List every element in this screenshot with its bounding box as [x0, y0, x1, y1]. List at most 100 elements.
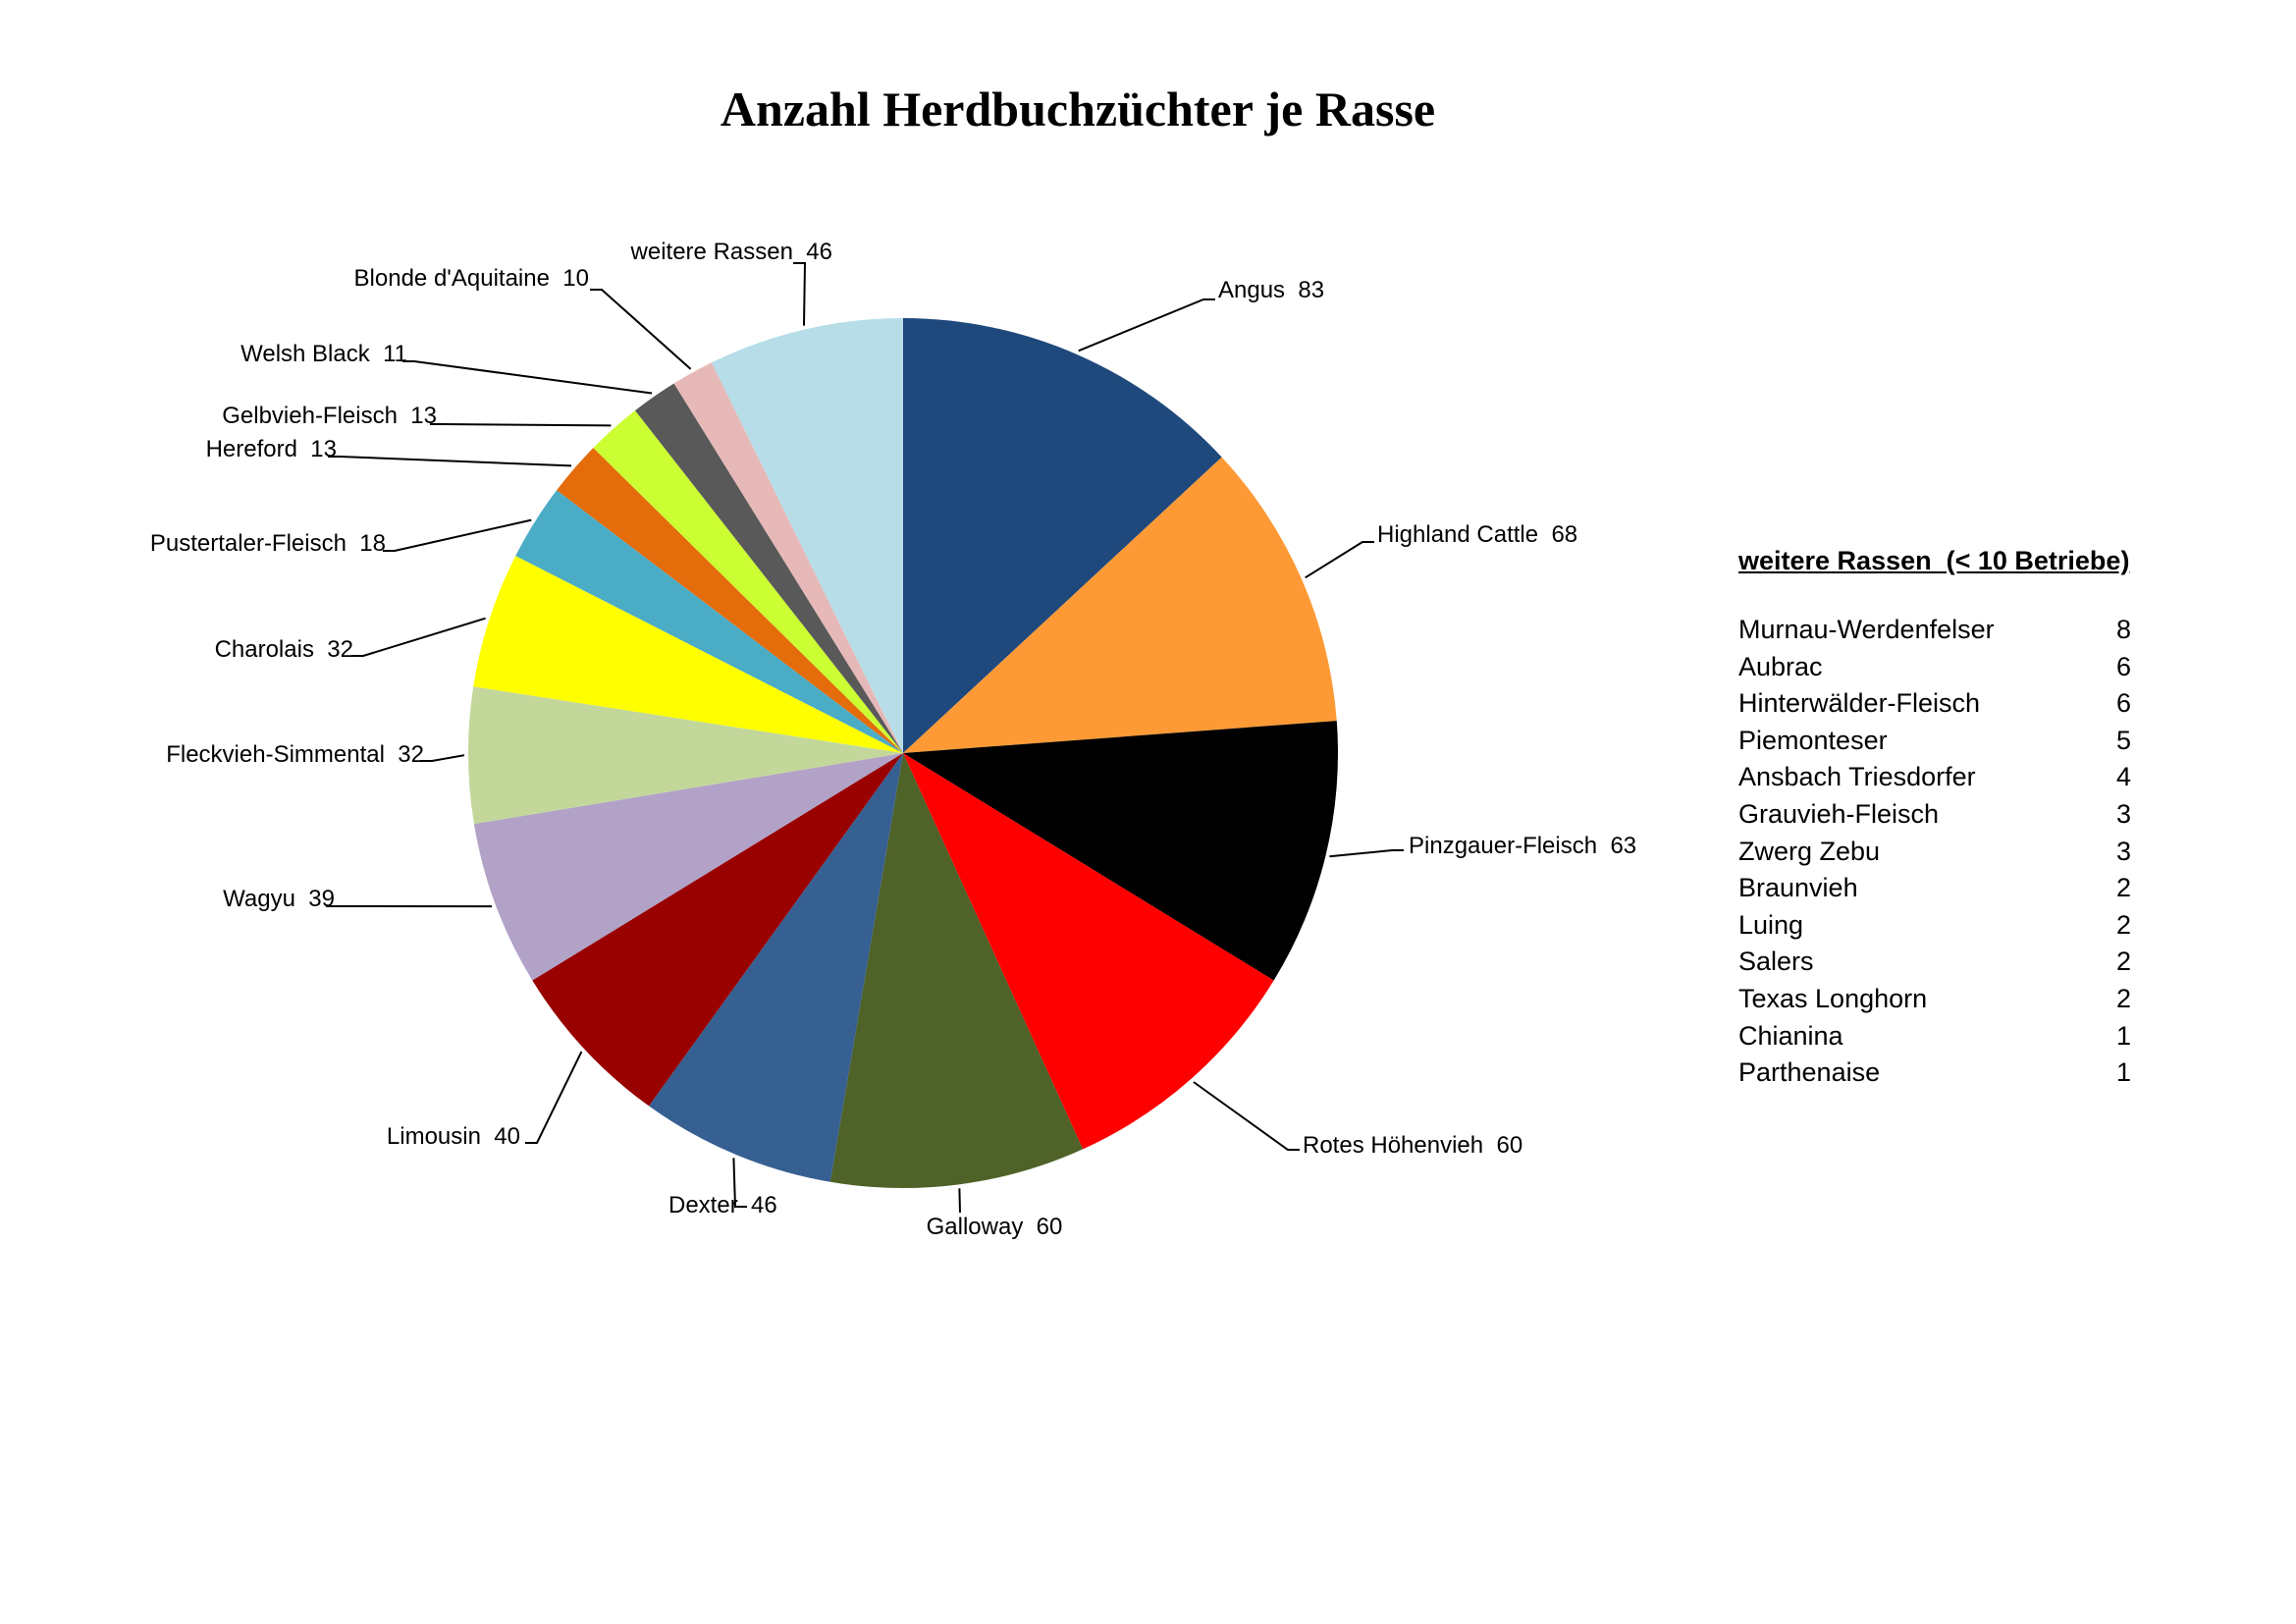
other-breed-label: Hinterwälder-Fleisch: [1738, 688, 1981, 719]
pie-slice: [673, 362, 903, 753]
leader-line: [402, 360, 653, 395]
other-breeds-rows: Murnau-Werdenfelser 8 Aubrac 6 Hinterwälder-…: [1738, 612, 2131, 1092]
slice-label-value: 10: [562, 265, 589, 292]
other-breed-label: Texas Longhorn: [1738, 983, 1928, 1013]
slice-label-value: 13: [310, 436, 337, 462]
slice-label-name: Welsh Black: [240, 341, 371, 367]
slice-label-gap: [1285, 277, 1298, 303]
slice-label-name: Highland Cattle: [1377, 521, 1538, 548]
slice-label-gap: [314, 636, 327, 663]
other-breeds-table: weitere Rassen (< 10 Betriebe) Murnau-We…: [1738, 546, 2131, 1092]
slice-label-value: 68: [1551, 521, 1577, 548]
leader-line: [590, 289, 692, 370]
slice-label-gap: [1538, 521, 1551, 548]
slice-label-value: 40: [494, 1123, 520, 1150]
other-breed-value: 1: [2115, 1057, 2131, 1088]
pie-slice: [557, 448, 903, 753]
slice-label-value: 11: [383, 341, 407, 367]
slice-label-name: Charolais: [215, 636, 314, 663]
other-breed-label: Aubrac: [1738, 651, 1823, 681]
slice-label-gap: [347, 530, 359, 557]
other-breed-row: Texas Longhorn 2: [1738, 981, 2131, 1018]
leader-line: [420, 754, 465, 762]
slice-label-gap: [793, 239, 806, 265]
slice-label: Wagyu 39: [223, 886, 335, 912]
leader-line: [793, 262, 807, 326]
pie-slice: [711, 318, 903, 753]
other-breed-value: 8: [2115, 615, 2131, 644]
slice-label: Galloway 60: [927, 1214, 1063, 1240]
other-breed-value: 2: [2115, 947, 2131, 977]
other-breed-row: Salers 2: [1738, 944, 2131, 981]
other-breed-label: Braunvieh: [1738, 873, 1858, 903]
leader-line: [525, 1051, 583, 1144]
leader-line: [732, 1158, 747, 1208]
pie-slice: [649, 753, 903, 1182]
slice-label: Hereford 13: [206, 436, 337, 462]
slice-label-gap: [297, 436, 310, 462]
pie-slice: [829, 753, 1084, 1189]
other-breed-row: Luing 2: [1738, 907, 2131, 945]
slice-label-name: Rotes Höhenvieh: [1303, 1132, 1483, 1159]
leader-line: [1305, 541, 1374, 579]
slice-label-name: Blonde d'Aquitaine: [354, 265, 550, 292]
other-breed-label: Chianina: [1738, 1020, 1843, 1051]
slice-label-gap: [1597, 833, 1610, 859]
slice-label-value: 32: [327, 636, 353, 663]
slice-label-value: 63: [1610, 833, 1636, 859]
slice-label-value: 60: [1496, 1132, 1522, 1159]
slice-label-name: Fleckvieh-Simmental: [166, 741, 385, 768]
slice-label: Pustertaler-Fleisch 18: [150, 530, 386, 557]
slice-label: Charolais 32: [215, 636, 353, 663]
slice-label-name: Gelbvieh-Fleisch: [222, 403, 398, 429]
other-breed-label: Piemonteser: [1738, 725, 1888, 755]
leader-line: [383, 518, 532, 552]
pie-slice: [903, 318, 1222, 753]
leader-line: [351, 617, 486, 657]
pie-slice: [468, 686, 903, 825]
slice-label-name: Wagyu: [223, 886, 295, 912]
other-breed-label: Murnau-Werdenfelser: [1738, 615, 1995, 644]
pie-slice: [593, 410, 903, 753]
other-breed-row: Grauvieh-Fleisch 3: [1738, 796, 2131, 834]
other-breed-row: Aubrac 6: [1738, 649, 2131, 686]
slice-label-value: 46: [806, 239, 832, 265]
leader-line: [1078, 298, 1215, 352]
other-breed-label: Grauvieh-Fleisch: [1738, 798, 1940, 829]
slice-label: Pinzgauer-Fleisch 63: [1409, 833, 1636, 859]
other-breed-row: Chianina 1: [1738, 1018, 2131, 1056]
slice-label-value: 83: [1298, 277, 1324, 303]
slice-label-name: Dexter: [668, 1192, 738, 1218]
slice-label-gap: [295, 886, 308, 912]
pie-slice: [473, 556, 903, 753]
slice-label-gap: [370, 341, 383, 367]
other-breed-value: 5: [2115, 725, 2131, 755]
other-breed-value: 6: [2115, 651, 2131, 681]
other-breed-value: 2: [2115, 983, 2131, 1013]
other-breed-value: 6: [2115, 688, 2131, 719]
slice-label-gap: [398, 403, 410, 429]
other-breed-value: 4: [2115, 762, 2131, 792]
leader-line: [958, 1188, 961, 1214]
other-breed-row: Ansbach Triesdorfer 4: [1738, 759, 2131, 796]
other-breed-label: Zwerg Zebu: [1738, 836, 1881, 866]
pie-slice: [903, 457, 1337, 753]
other-breed-label: Salers: [1738, 947, 1814, 977]
slice-label: Limousin 40: [387, 1123, 520, 1150]
other-breed-label: Luing: [1738, 909, 1804, 940]
slice-label-name: Hereford: [206, 436, 297, 462]
other-breed-value: 1: [2115, 1020, 2131, 1051]
slice-label-gap: [1483, 1132, 1496, 1159]
other-breed-value: 2: [2115, 909, 2131, 940]
slice-label-value: 46: [751, 1192, 777, 1218]
leader-line: [430, 423, 612, 427]
slice-label-value: 18: [359, 530, 386, 557]
other-breed-label: Ansbach Triesdorfer: [1738, 762, 1976, 792]
other-breed-value: 2: [2115, 873, 2131, 903]
pie-slice: [634, 383, 903, 753]
slice-label-value: 39: [308, 886, 335, 912]
slice-label-value: 32: [398, 741, 424, 768]
slice-label-gap: [550, 265, 562, 292]
leader-line: [1329, 849, 1404, 858]
